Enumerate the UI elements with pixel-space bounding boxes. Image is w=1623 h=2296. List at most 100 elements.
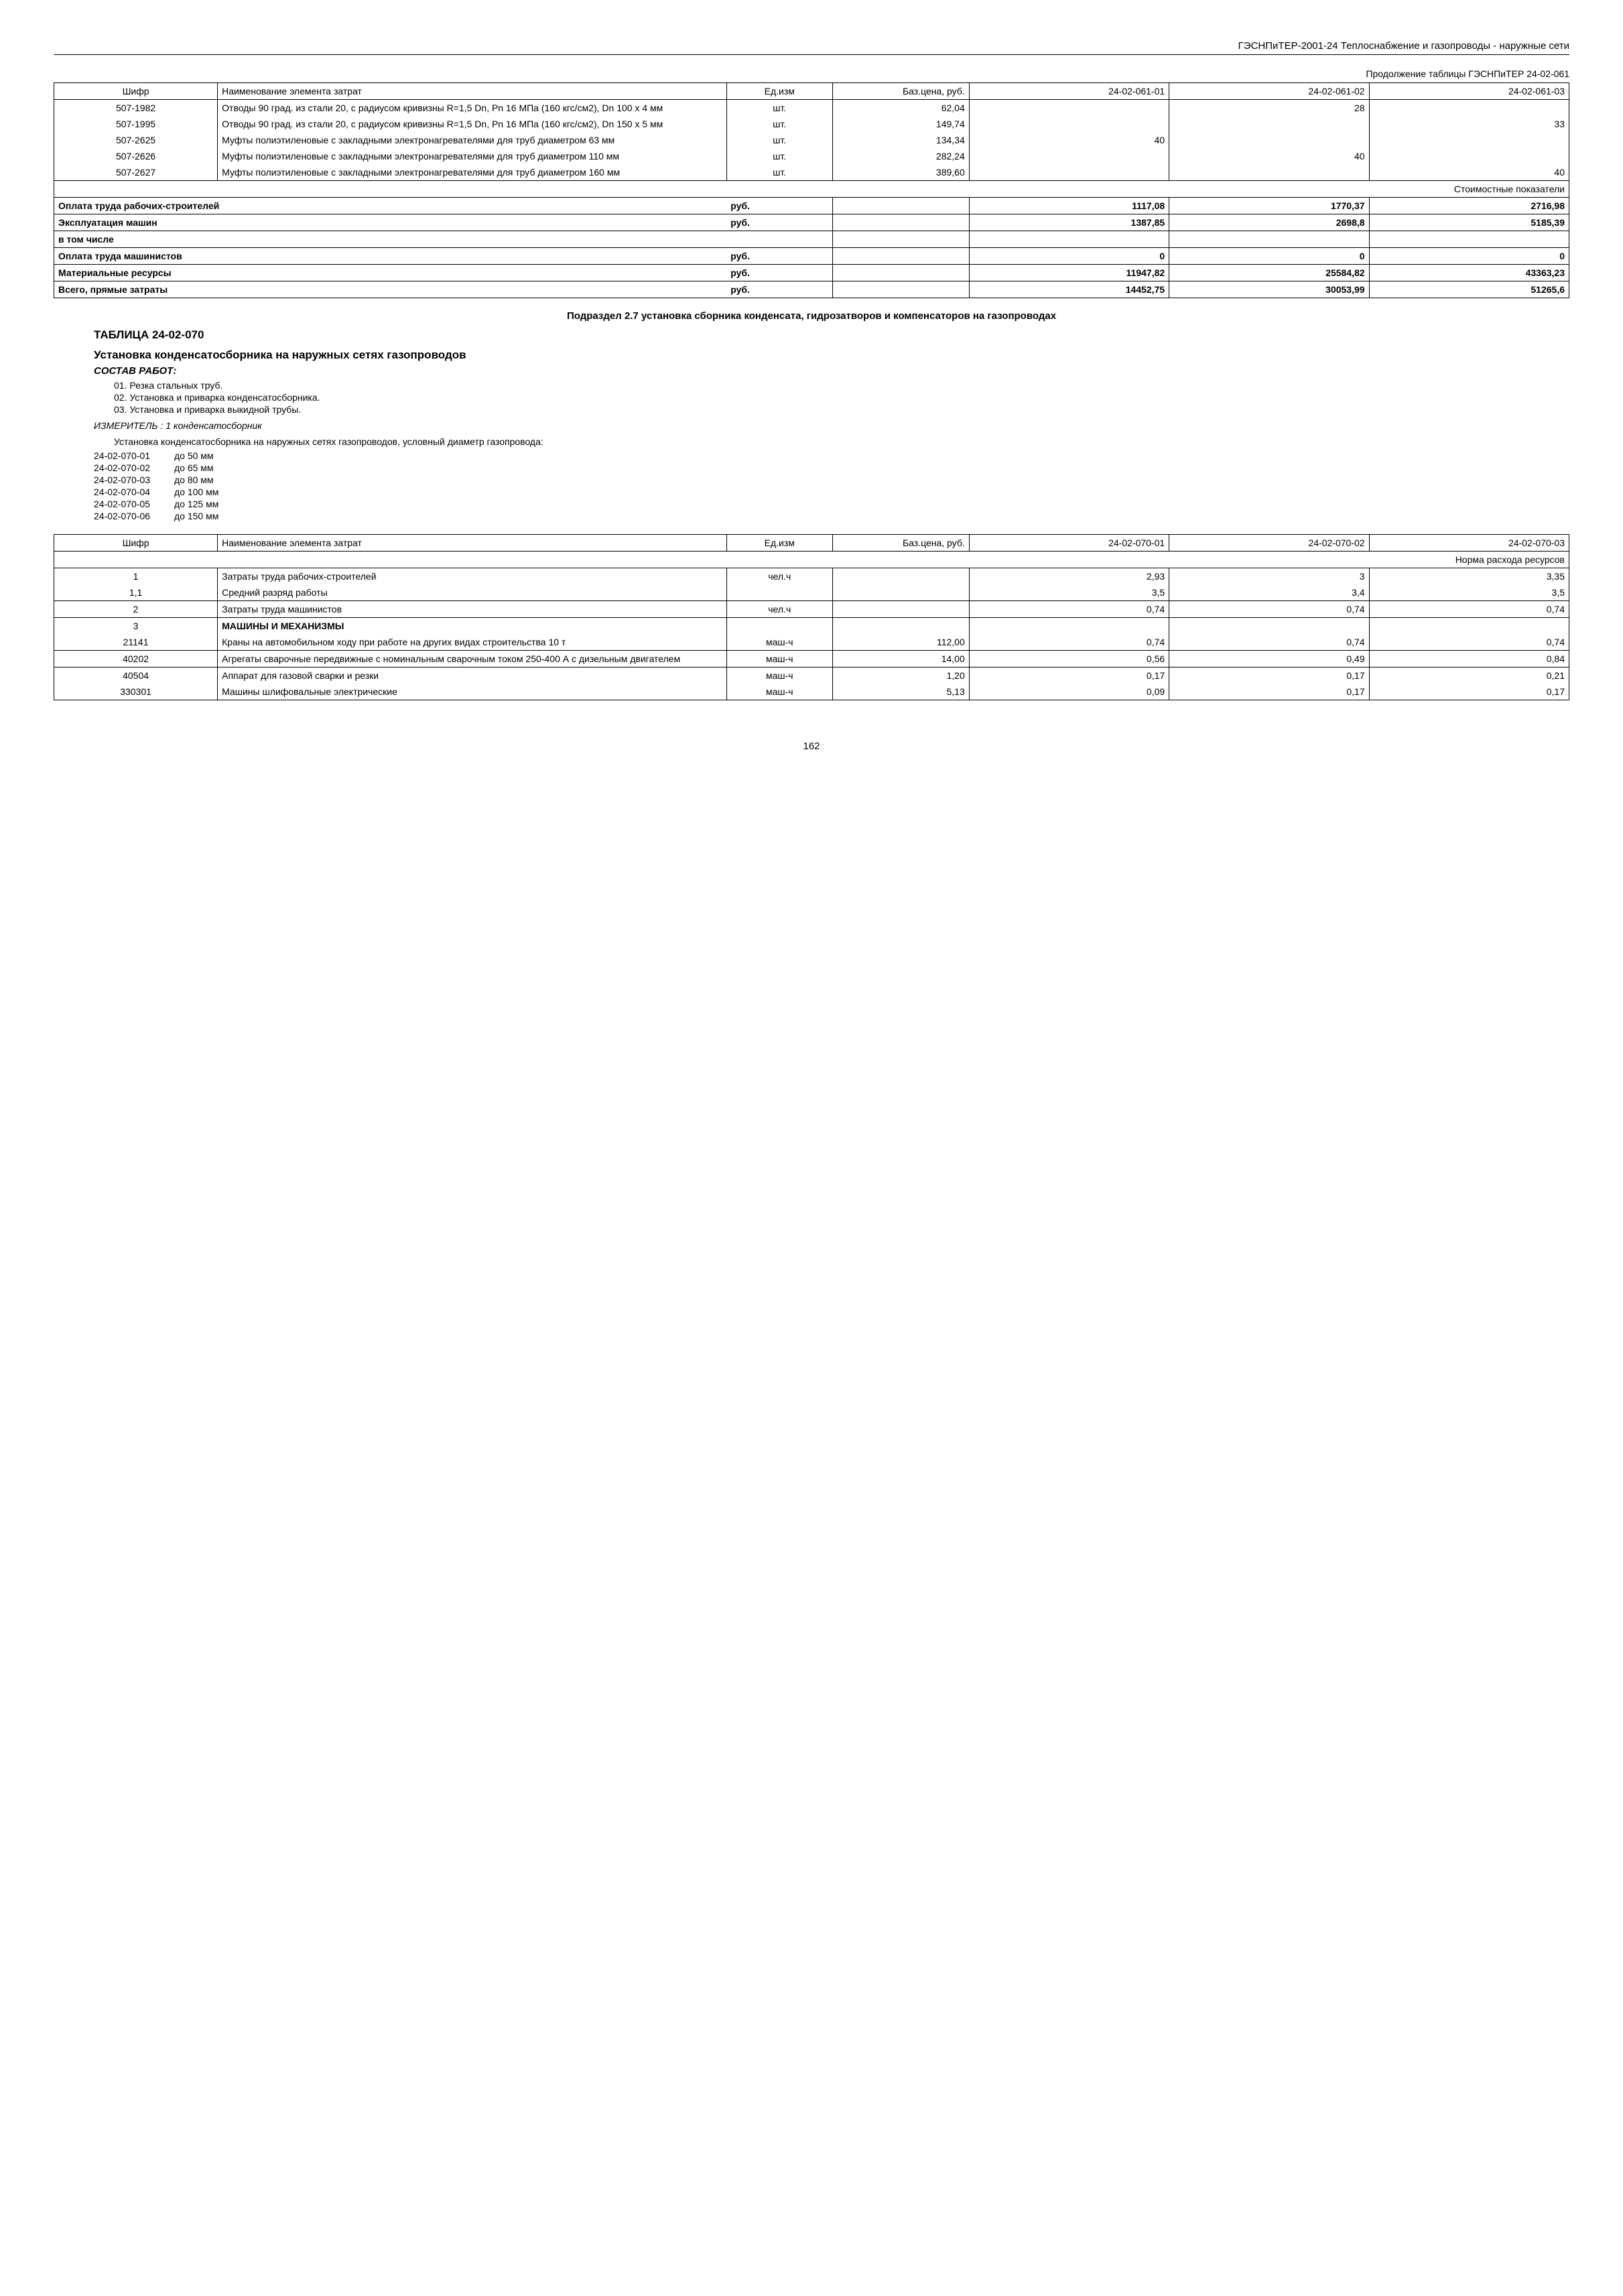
cell-c3: 3,5 xyxy=(1369,584,1569,601)
cell-c2: 28 xyxy=(1169,100,1369,117)
cell-unit: шт. xyxy=(726,132,832,148)
cost-table-2: Шифр Наименование элемента затрат Ед.изм… xyxy=(54,534,1569,700)
cell-unit: маш-ч xyxy=(726,634,832,651)
cost-table-1: Шифр Наименование элемента затрат Ед.изм… xyxy=(54,82,1569,298)
cell-c1: 0,74 xyxy=(969,634,1169,651)
cost-c3 xyxy=(1369,231,1569,248)
cell-price: 62,04 xyxy=(832,100,969,117)
code-key: 24-02-070-04 xyxy=(94,487,174,497)
cost-c2 xyxy=(1169,231,1369,248)
cell-c2: 0,17 xyxy=(1169,684,1369,700)
cell-name: Отводы 90 град. из стали 20, с радиусом … xyxy=(218,116,727,132)
cost-unit xyxy=(726,231,832,248)
th2-col2: 24-02-070-02 xyxy=(1169,535,1369,552)
cost-row: Оплата труда машинистов руб. 0 0 0 xyxy=(54,248,1569,265)
cell-unit: маш-ч xyxy=(726,667,832,684)
cell-c3: 40 xyxy=(1369,164,1569,181)
cell-name: Отводы 90 град. из стали 20, с радиусом … xyxy=(218,100,727,117)
cost-c1: 14452,75 xyxy=(969,281,1169,298)
cell-shift: 1 xyxy=(54,568,218,585)
cost-row: в том числе xyxy=(54,231,1569,248)
cost-c1: 1387,85 xyxy=(969,214,1169,231)
cost-row: Материальные ресурсы руб. 11947,82 25584… xyxy=(54,265,1569,281)
cell-unit: шт. xyxy=(726,116,832,132)
cell-name: Краны на автомобильном ходу при работе н… xyxy=(218,634,727,651)
cell-price xyxy=(832,584,969,601)
cell-shift: 507-1995 xyxy=(54,116,218,132)
cell-price: 14,00 xyxy=(832,651,969,667)
cell-c1 xyxy=(969,116,1169,132)
sostav-title: СОСТАВ РАБОТ: xyxy=(94,365,1529,377)
cost-name: Материальные ресурсы xyxy=(54,265,727,281)
cell-name: Средний разряд работы xyxy=(218,584,727,601)
th2-unit: Ед.изм xyxy=(726,535,832,552)
table-continuation-label: Продолжение таблицы ГЭСНПиТЕР 24-02-061 xyxy=(54,68,1569,79)
table-row: 507-1995 Отводы 90 град. из стали 20, с … xyxy=(54,116,1569,132)
cell-c1: 0,17 xyxy=(969,667,1169,684)
th-col2: 24-02-061-02 xyxy=(1169,83,1369,100)
cost-row: Всего, прямые затраты руб. 14452,75 3005… xyxy=(54,281,1569,298)
cell-c1: 0,56 xyxy=(969,651,1169,667)
cost-c2: 1770,37 xyxy=(1169,198,1369,214)
cell-shift: 330301 xyxy=(54,684,218,700)
cell-name: Муфты полиэтиленовые с закладными электр… xyxy=(218,164,727,181)
cell-price xyxy=(832,618,969,635)
cost-name: Оплата труда машинистов xyxy=(54,248,727,265)
cell-shift: 507-2625 xyxy=(54,132,218,148)
cell-c1: 2,93 xyxy=(969,568,1169,585)
th2-shift: Шифр xyxy=(54,535,218,552)
table-row: 40202 Агрегаты сварочные передвижные с н… xyxy=(54,651,1569,667)
th-unit: Ед.изм xyxy=(726,83,832,100)
cell-c1: 3,5 xyxy=(969,584,1169,601)
cost-c3: 51265,6 xyxy=(1369,281,1569,298)
cell-c2: 3,4 xyxy=(1169,584,1369,601)
code-label: до 65 мм xyxy=(174,462,214,473)
cell-price xyxy=(832,568,969,585)
cell-name: Муфты полиэтиленовые с закладными электр… xyxy=(218,132,727,148)
cost-unit: руб. xyxy=(726,198,832,214)
table-row: 2 Затраты труда машинистов чел.ч 0,74 0,… xyxy=(54,601,1569,618)
cell-c3: 3,35 xyxy=(1369,568,1569,585)
code-item: 24-02-070-01до 50 мм xyxy=(94,450,1529,461)
cell-price: 149,74 xyxy=(832,116,969,132)
cell-name: Муфты полиэтиленовые с закладными электр… xyxy=(218,148,727,164)
code-label: до 80 мм xyxy=(174,474,214,485)
cost-name: Оплата труда рабочих-строителей xyxy=(54,198,727,214)
page-number: 162 xyxy=(54,741,1569,752)
code-label: до 125 мм xyxy=(174,499,218,509)
cost-header: Стоимостные показатели xyxy=(54,181,1569,198)
cell-c1 xyxy=(969,100,1169,117)
code-item: 24-02-070-04до 100 мм xyxy=(94,487,1529,497)
cell-c2: 40 xyxy=(1169,148,1369,164)
cost-price xyxy=(832,265,969,281)
cell-c2 xyxy=(1169,618,1369,635)
cell-unit: чел.ч xyxy=(726,601,832,618)
cell-c1 xyxy=(969,618,1169,635)
cell-unit xyxy=(726,618,832,635)
cell-price: 389,60 xyxy=(832,164,969,181)
table-title: ТАБЛИЦА 24-02-070 xyxy=(94,328,1529,342)
subsection-title: Подраздел 2.7 установка сборника конденс… xyxy=(54,310,1569,322)
code-key: 24-02-070-05 xyxy=(94,499,174,509)
cell-price: 5,13 xyxy=(832,684,969,700)
cell-c3 xyxy=(1369,100,1569,117)
cell-name: Затраты труда машинистов xyxy=(218,601,727,618)
code-item: 24-02-070-03до 80 мм xyxy=(94,474,1529,485)
table-row: 3 МАШИНЫ И МЕХАНИЗМЫ xyxy=(54,618,1569,635)
th2-name: Наименование элемента затрат xyxy=(218,535,727,552)
cost-c1: 11947,82 xyxy=(969,265,1169,281)
cell-shift: 1,1 xyxy=(54,584,218,601)
cell-shift: 40202 xyxy=(54,651,218,667)
cell-unit xyxy=(726,584,832,601)
th2-price: Баз.цена, руб. xyxy=(832,535,969,552)
cost-c2: 30053,99 xyxy=(1169,281,1369,298)
cell-c1 xyxy=(969,148,1169,164)
code-item: 24-02-070-05до 125 мм xyxy=(94,499,1529,509)
code-label: до 50 мм xyxy=(174,450,214,461)
cell-c2: 3 xyxy=(1169,568,1369,585)
cell-unit: шт. xyxy=(726,164,832,181)
cell-name: Машины шлифовальные электрические xyxy=(218,684,727,700)
table-row: 330301 Машины шлифовальные электрические… xyxy=(54,684,1569,700)
cell-shift: 507-2626 xyxy=(54,148,218,164)
th2-col3: 24-02-070-03 xyxy=(1369,535,1569,552)
